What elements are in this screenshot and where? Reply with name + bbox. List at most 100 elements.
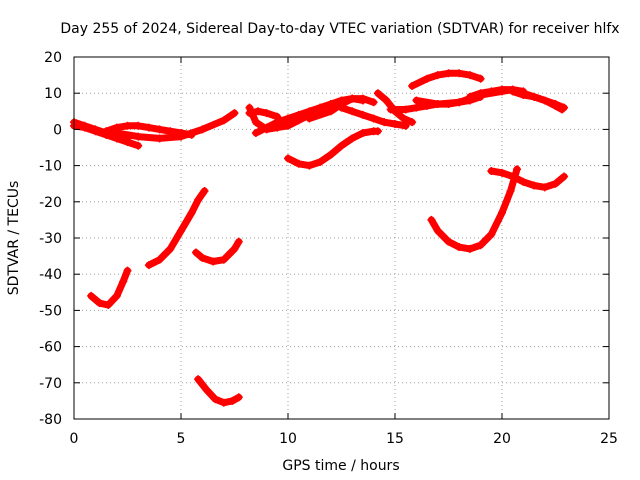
data-point (177, 226, 185, 235)
data-point (262, 123, 271, 132)
data-point (251, 118, 260, 127)
y-tick-label: -70 (39, 376, 62, 392)
y-tick-label: 0 (53, 122, 62, 138)
series-arc-8 (194, 375, 243, 407)
data-point (401, 105, 410, 114)
data-point (326, 100, 335, 109)
series-arc-20 (508, 87, 569, 112)
data-point (455, 69, 464, 78)
data-point (433, 226, 442, 235)
series-line (284, 127, 382, 170)
data-point (155, 134, 164, 143)
data-point (194, 195, 203, 204)
data-point (412, 96, 421, 105)
data-point (337, 141, 346, 150)
series-line (427, 165, 521, 253)
axis-ticks: 0 5 10 15 20 25 -80 -70 -60 -50 -40 -30 -20 -10 0 10 20 (39, 50, 618, 447)
data-point (134, 132, 143, 141)
data-point (245, 109, 254, 118)
data-point (119, 277, 128, 286)
series-arc-18 (408, 69, 485, 90)
x-tick-label: 15 (386, 431, 404, 447)
y-tick-label: 20 (44, 50, 62, 66)
y-tick-label: 10 (44, 86, 62, 102)
y-tick-label: -60 (39, 340, 62, 356)
x-tick-label: 10 (279, 431, 297, 447)
data-point (144, 123, 153, 132)
data-point (305, 114, 314, 123)
data-point (373, 127, 382, 136)
series-arc-12 (284, 127, 382, 170)
data-series-group (70, 69, 569, 407)
data-point (316, 157, 325, 166)
data-point (512, 165, 521, 174)
series-arc-13 (305, 94, 378, 123)
data-point (273, 112, 282, 121)
data-point (476, 89, 485, 98)
data-point (166, 127, 175, 136)
data-point (427, 215, 436, 224)
data-point (284, 121, 292, 130)
data-point (348, 107, 357, 116)
data-point (316, 103, 325, 112)
data-point (465, 244, 474, 253)
data-point (305, 107, 314, 116)
x-tick-label: 0 (70, 431, 79, 447)
data-point (465, 71, 474, 80)
data-point (80, 121, 89, 130)
data-point (560, 103, 569, 112)
data-point (219, 398, 228, 407)
data-point (551, 100, 560, 109)
series-arc-3 (102, 121, 196, 139)
data-point (230, 244, 239, 253)
data-point (498, 85, 506, 94)
data-point (487, 230, 496, 239)
data-point (95, 299, 104, 308)
data-point (228, 396, 237, 405)
data-point (219, 255, 228, 264)
data-point (382, 96, 391, 105)
data-point (134, 141, 143, 150)
data-point (155, 255, 164, 264)
data-point (508, 172, 517, 181)
data-point (251, 129, 260, 138)
data-point (200, 186, 209, 195)
data-point (134, 121, 143, 130)
series-arc-21 (427, 165, 521, 253)
data-point (198, 253, 207, 262)
x-tick-label: 25 (600, 431, 618, 447)
y-tick-label: -40 (39, 267, 62, 283)
data-point (123, 266, 132, 275)
data-point (476, 241, 485, 250)
data-point (123, 121, 132, 130)
data-point (230, 109, 239, 118)
series-arc-22 (487, 167, 569, 192)
data-point (519, 91, 528, 100)
series-arc-5 (87, 266, 132, 309)
data-point (305, 161, 314, 170)
data-point (337, 103, 346, 112)
data-point (358, 129, 367, 138)
data-point (412, 103, 421, 112)
x-axis-label: GPS time / hours (282, 458, 399, 474)
y-tick-label: -80 (39, 412, 62, 428)
data-point (476, 74, 485, 83)
y-tick-label: -10 (39, 159, 62, 175)
data-point (348, 94, 357, 103)
data-point (560, 172, 569, 181)
series-arc-7 (191, 237, 243, 266)
data-point (423, 74, 432, 83)
data-point (144, 261, 153, 270)
data-point (487, 167, 496, 176)
data-point (155, 125, 164, 134)
data-point (551, 179, 560, 188)
series-arc-14 (337, 103, 410, 130)
data-point (219, 116, 228, 125)
data-point (102, 127, 111, 136)
data-point (112, 291, 121, 300)
y-axis-label: SDTVAR / TECUs (6, 181, 22, 296)
x-tick-label: 20 (493, 431, 511, 447)
data-point (540, 183, 549, 192)
data-point (358, 94, 367, 103)
